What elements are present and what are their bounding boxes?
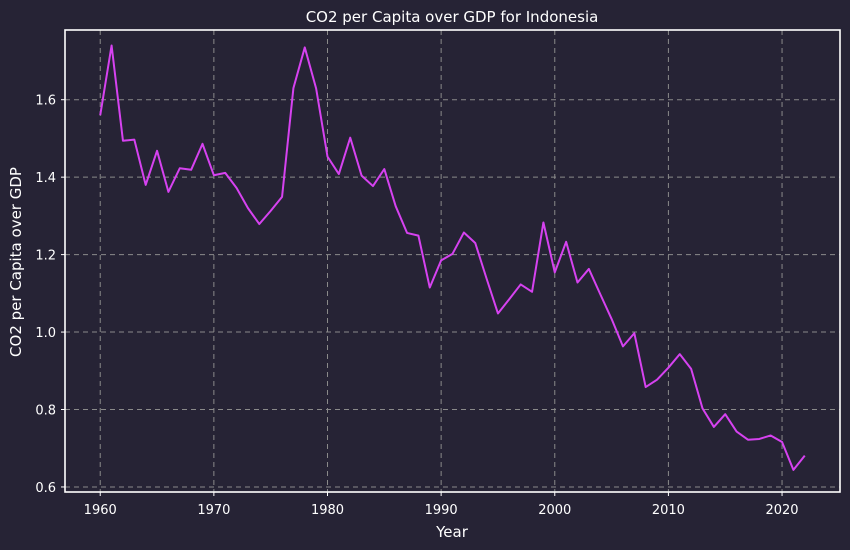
x-tick-label: 2010 <box>652 503 685 518</box>
series-line <box>99 44 806 471</box>
y-tick-label: 1.2 <box>35 249 56 264</box>
y-tick-label: 1.4 <box>35 171 56 186</box>
x-tick-label: 1960 <box>84 503 117 518</box>
x-tick-label: 1990 <box>425 503 458 518</box>
y-tick-label: 1.0 <box>35 326 56 341</box>
x-axis: 1960 1970 1980 1990 2000 2010 2020 <box>84 492 799 518</box>
y-tick-label: 1.6 <box>35 94 56 109</box>
plot-area <box>99 44 806 471</box>
plot-frame <box>64 29 841 493</box>
chart-title: CO2 per Capita over GDP for Indonesia <box>306 8 599 26</box>
y-tick-label: 0.6 <box>35 481 56 496</box>
x-axis-title: Year <box>435 523 469 541</box>
x-tick-label: 1970 <box>197 503 230 518</box>
grid <box>65 30 840 492</box>
x-tick-label: 2020 <box>765 503 798 518</box>
y-axis: 0.6 0.8 1.0 1.2 1.4 1.6 <box>35 94 65 496</box>
x-tick-label: 2000 <box>538 503 571 518</box>
y-tick-label: 0.8 <box>35 404 56 419</box>
x-tick-label: 1980 <box>311 503 344 518</box>
y-axis-title: CO2 per Capita over GDP <box>7 167 25 357</box>
